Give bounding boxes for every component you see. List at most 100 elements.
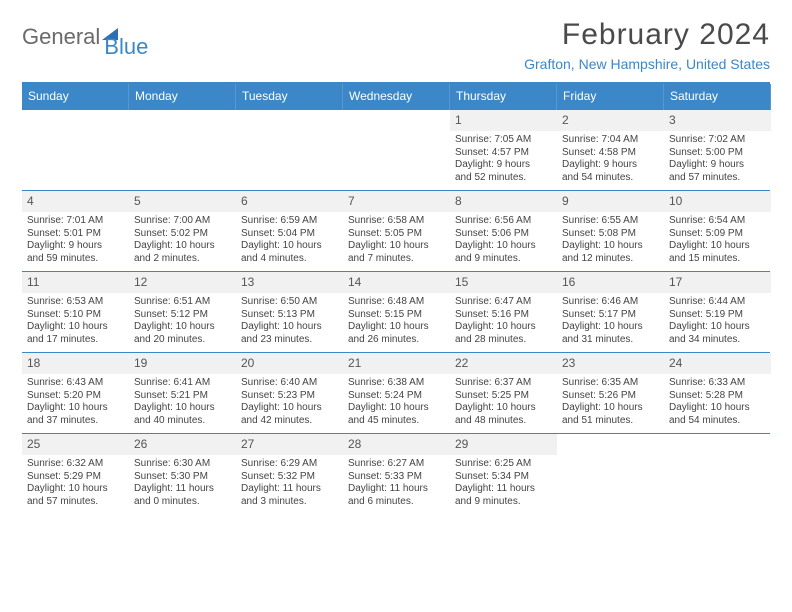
day-number: 1 <box>450 110 557 131</box>
daylight-line: Daylight: 9 hours <box>455 159 552 172</box>
sunset-line: Sunset: 5:32 PM <box>241 471 338 484</box>
sunset-line: Sunset: 5:25 PM <box>455 390 552 403</box>
daylight-line: and 40 minutes. <box>134 415 231 428</box>
daylight-line: Daylight: 10 hours <box>455 240 552 253</box>
daylight-line: and 45 minutes. <box>348 415 445 428</box>
day-number: 6 <box>236 191 343 212</box>
day-number: 25 <box>22 434 129 455</box>
sunrise-line: Sunrise: 6:53 AM <box>27 296 124 309</box>
daylight-line: and 48 minutes. <box>455 415 552 428</box>
day-number: 21 <box>343 353 450 374</box>
day-header: Friday <box>557 84 664 110</box>
daylight-line: and 9 minutes. <box>455 496 552 509</box>
day-number: 10 <box>664 191 771 212</box>
day-cell: 2Sunrise: 7:04 AMSunset: 4:58 PMDaylight… <box>557 110 664 190</box>
day-number: 4 <box>22 191 129 212</box>
sunset-line: Sunset: 5:24 PM <box>348 390 445 403</box>
day-number: 15 <box>450 272 557 293</box>
sunrise-line: Sunrise: 7:05 AM <box>455 134 552 147</box>
daylight-line: Daylight: 10 hours <box>134 402 231 415</box>
day-cell: 29Sunrise: 6:25 AMSunset: 5:34 PMDayligh… <box>450 434 557 514</box>
day-number: 22 <box>450 353 557 374</box>
daylight-line: and 7 minutes. <box>348 253 445 266</box>
sunset-line: Sunset: 5:21 PM <box>134 390 231 403</box>
day-number: 28 <box>343 434 450 455</box>
daylight-line: Daylight: 10 hours <box>241 240 338 253</box>
day-cell: 12Sunrise: 6:51 AMSunset: 5:12 PMDayligh… <box>129 272 236 352</box>
day-number: 13 <box>236 272 343 293</box>
week-row: 4Sunrise: 7:01 AMSunset: 5:01 PMDaylight… <box>22 190 770 271</box>
sunrise-line: Sunrise: 6:33 AM <box>669 377 766 390</box>
day-header: Sunday <box>22 84 129 110</box>
day-cell: 24Sunrise: 6:33 AMSunset: 5:28 PMDayligh… <box>664 353 771 433</box>
daylight-line: Daylight: 10 hours <box>134 240 231 253</box>
day-cell: 4Sunrise: 7:01 AMSunset: 5:01 PMDaylight… <box>22 191 129 271</box>
day-header: Thursday <box>450 84 557 110</box>
sunrise-line: Sunrise: 7:04 AM <box>562 134 659 147</box>
sunrise-line: Sunrise: 6:56 AM <box>455 215 552 228</box>
sunrise-line: Sunrise: 7:00 AM <box>134 215 231 228</box>
day-cell: 16Sunrise: 6:46 AMSunset: 5:17 PMDayligh… <box>557 272 664 352</box>
daylight-line: and 20 minutes. <box>134 334 231 347</box>
sunrise-line: Sunrise: 6:30 AM <box>134 458 231 471</box>
sunrise-line: Sunrise: 6:32 AM <box>27 458 124 471</box>
day-header: Tuesday <box>236 84 343 110</box>
sunrise-line: Sunrise: 6:25 AM <box>455 458 552 471</box>
title-block: February 2024 Grafton, New Hampshire, Un… <box>524 18 770 72</box>
sunset-line: Sunset: 5:29 PM <box>27 471 124 484</box>
daylight-line: Daylight: 11 hours <box>348 483 445 496</box>
day-number: 5 <box>129 191 236 212</box>
sunrise-line: Sunrise: 6:40 AM <box>241 377 338 390</box>
sunset-line: Sunset: 5:04 PM <box>241 228 338 241</box>
day-number: 16 <box>557 272 664 293</box>
logo-text-1: General <box>22 24 100 50</box>
daylight-line: and 54 minutes. <box>562 172 659 185</box>
daylight-line: Daylight: 11 hours <box>241 483 338 496</box>
page-subtitle: Grafton, New Hampshire, United States <box>524 56 770 72</box>
sunset-line: Sunset: 5:13 PM <box>241 309 338 322</box>
weeks-container: 1Sunrise: 7:05 AMSunset: 4:57 PMDaylight… <box>22 110 770 514</box>
day-cell: 8Sunrise: 6:56 AMSunset: 5:06 PMDaylight… <box>450 191 557 271</box>
day-number: 7 <box>343 191 450 212</box>
daylight-line: and 57 minutes. <box>27 496 124 509</box>
sunrise-line: Sunrise: 6:59 AM <box>241 215 338 228</box>
daylight-line: and 9 minutes. <box>455 253 552 266</box>
day-number: 24 <box>664 353 771 374</box>
sunset-line: Sunset: 5:06 PM <box>455 228 552 241</box>
sunset-line: Sunset: 5:02 PM <box>134 228 231 241</box>
daylight-line: Daylight: 10 hours <box>348 321 445 334</box>
day-cell: 18Sunrise: 6:43 AMSunset: 5:20 PMDayligh… <box>22 353 129 433</box>
day-number: 17 <box>664 272 771 293</box>
daylight-line: Daylight: 11 hours <box>134 483 231 496</box>
daylight-line: and 34 minutes. <box>669 334 766 347</box>
day-cell: 3Sunrise: 7:02 AMSunset: 5:00 PMDaylight… <box>664 110 771 190</box>
day-number: 19 <box>129 353 236 374</box>
day-cell: 7Sunrise: 6:58 AMSunset: 5:05 PMDaylight… <box>343 191 450 271</box>
daylight-line: Daylight: 10 hours <box>348 402 445 415</box>
daylight-line: Daylight: 10 hours <box>241 402 338 415</box>
daylight-line: Daylight: 9 hours <box>562 159 659 172</box>
day-cell: 19Sunrise: 6:41 AMSunset: 5:21 PMDayligh… <box>129 353 236 433</box>
daylight-line: and 3 minutes. <box>241 496 338 509</box>
sunset-line: Sunset: 5:34 PM <box>455 471 552 484</box>
day-cell: 5 Sunrise: 7:00 AMSunset: 5:02 PMDaylight… <box>129 191 236 271</box>
logo: General Blue <box>22 18 148 50</box>
day-cell <box>343 110 450 190</box>
daylight-line: and 59 minutes. <box>27 253 124 266</box>
day-cell <box>664 434 771 514</box>
daylight-line: and 12 minutes. <box>562 253 659 266</box>
day-header: Monday <box>129 84 236 110</box>
day-cell: 9Sunrise: 6:55 AMSunset: 5:08 PMDaylight… <box>557 191 664 271</box>
daylight-line: Daylight: 10 hours <box>562 402 659 415</box>
daylight-line: Daylight: 10 hours <box>455 321 552 334</box>
daylight-line: Daylight: 10 hours <box>241 321 338 334</box>
day-cell: 13 Sunrise: 6:50 AMSunset: 5:13 PMDayligh… <box>236 272 343 352</box>
day-number: 11 <box>22 272 129 293</box>
daylight-line: and 4 minutes. <box>241 253 338 266</box>
week-row: 1Sunrise: 7:05 AMSunset: 4:57 PMDaylight… <box>22 110 770 190</box>
daylight-line: and 37 minutes. <box>27 415 124 428</box>
sunset-line: Sunset: 4:57 PM <box>455 147 552 160</box>
daylight-line: Daylight: 10 hours <box>27 483 124 496</box>
sunrise-line: Sunrise: 6:50 AM <box>241 296 338 309</box>
sunset-line: Sunset: 5:16 PM <box>455 309 552 322</box>
